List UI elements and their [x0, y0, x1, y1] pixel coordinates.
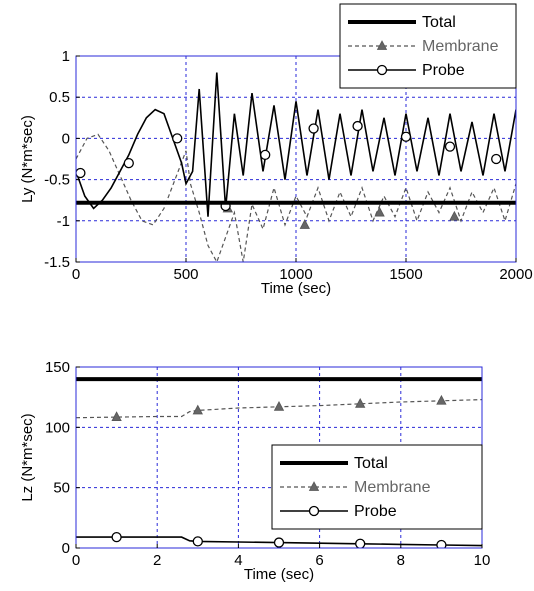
marker-circle [273, 537, 285, 548]
y-tick-label: -1.5 [44, 254, 70, 271]
series-line-probe [76, 72, 516, 217]
marker-circle [355, 538, 366, 548]
y-axis-label: Lz (N*m*sec) [19, 413, 36, 501]
legend: Total Membrane Probe [271, 444, 483, 530]
y-tick-label: 0.5 [49, 89, 70, 106]
marker-triangle [273, 400, 285, 411]
marker-triangle [355, 397, 366, 408]
x-tick-label: 2000 [499, 266, 532, 283]
legend-label-membrane: Membrane [354, 479, 431, 496]
y-tick-label: 1 [62, 48, 70, 65]
legend-label-probe: Probe [354, 503, 397, 520]
marker-circle [400, 131, 412, 142]
marker-circle [308, 123, 319, 134]
x-tick-label: 1000 [279, 266, 312, 283]
x-tick-label: 6 [315, 552, 323, 569]
legend-label-membrane: Membrane [422, 38, 499, 55]
legend-marker-circle [376, 64, 388, 76]
legend-label-total: Total [354, 455, 388, 472]
marker-circle [436, 539, 447, 548]
marker-circle [172, 133, 183, 144]
x-tick-label: 10 [474, 552, 491, 569]
y-tick-label: 100 [45, 419, 70, 436]
legend-box [271, 444, 483, 530]
chart-1: 0 500 1000 1500 2000 -1.5 -1 -0.5 0 0.5 1 Time (sec… [19, 3, 533, 297]
series-line-membrane [76, 399, 482, 419]
marker-circle [192, 536, 203, 547]
y-tick-label: 0 [62, 130, 70, 147]
y-tick-label: 0 [62, 540, 70, 557]
x-tick-label: 500 [173, 266, 198, 283]
marker-triangle [436, 394, 447, 405]
y-tick-label: -1 [57, 213, 70, 230]
marker-circle [123, 157, 134, 169]
y-tick-label: 50 [53, 480, 70, 497]
marker-triangle [111, 411, 122, 421]
legend-label-total: Total [422, 14, 456, 31]
legend-marker-triangle [308, 481, 320, 491]
series-line-membrane [76, 133, 516, 262]
x-tick-label: 8 [397, 552, 405, 569]
legend-marker-circle [308, 505, 320, 517]
marker-circle [352, 120, 363, 132]
marker-circle [444, 141, 456, 152]
x-tick-label: 2 [153, 552, 161, 569]
marker-triangle [449, 210, 460, 221]
x-axis-label: Time (sec) [244, 566, 314, 583]
marker-circle [76, 167, 86, 179]
x-tick-label: 0 [72, 266, 80, 283]
y-tick-label: -0.5 [44, 172, 70, 189]
series-group [76, 72, 516, 262]
marker-triangle [299, 219, 310, 229]
marker-triangle [374, 206, 385, 217]
marker-circle [491, 153, 502, 165]
legend: Total Membrane Probe [339, 3, 517, 89]
marker-circle [111, 531, 122, 543]
x-tick-label: 4 [234, 552, 242, 569]
x-tick-label: 1500 [389, 266, 422, 283]
y-axis-label: Ly (N*m*sec) [19, 115, 36, 203]
y-tick-label: 150 [45, 359, 70, 376]
marker-triangle [192, 404, 203, 415]
legend-label-probe: Probe [422, 62, 465, 79]
marker-circle [260, 149, 271, 161]
legend-marker-triangle [376, 40, 388, 50]
x-tick-label: 0 [72, 552, 80, 569]
x-axis-label: Time (sec) [261, 280, 331, 297]
